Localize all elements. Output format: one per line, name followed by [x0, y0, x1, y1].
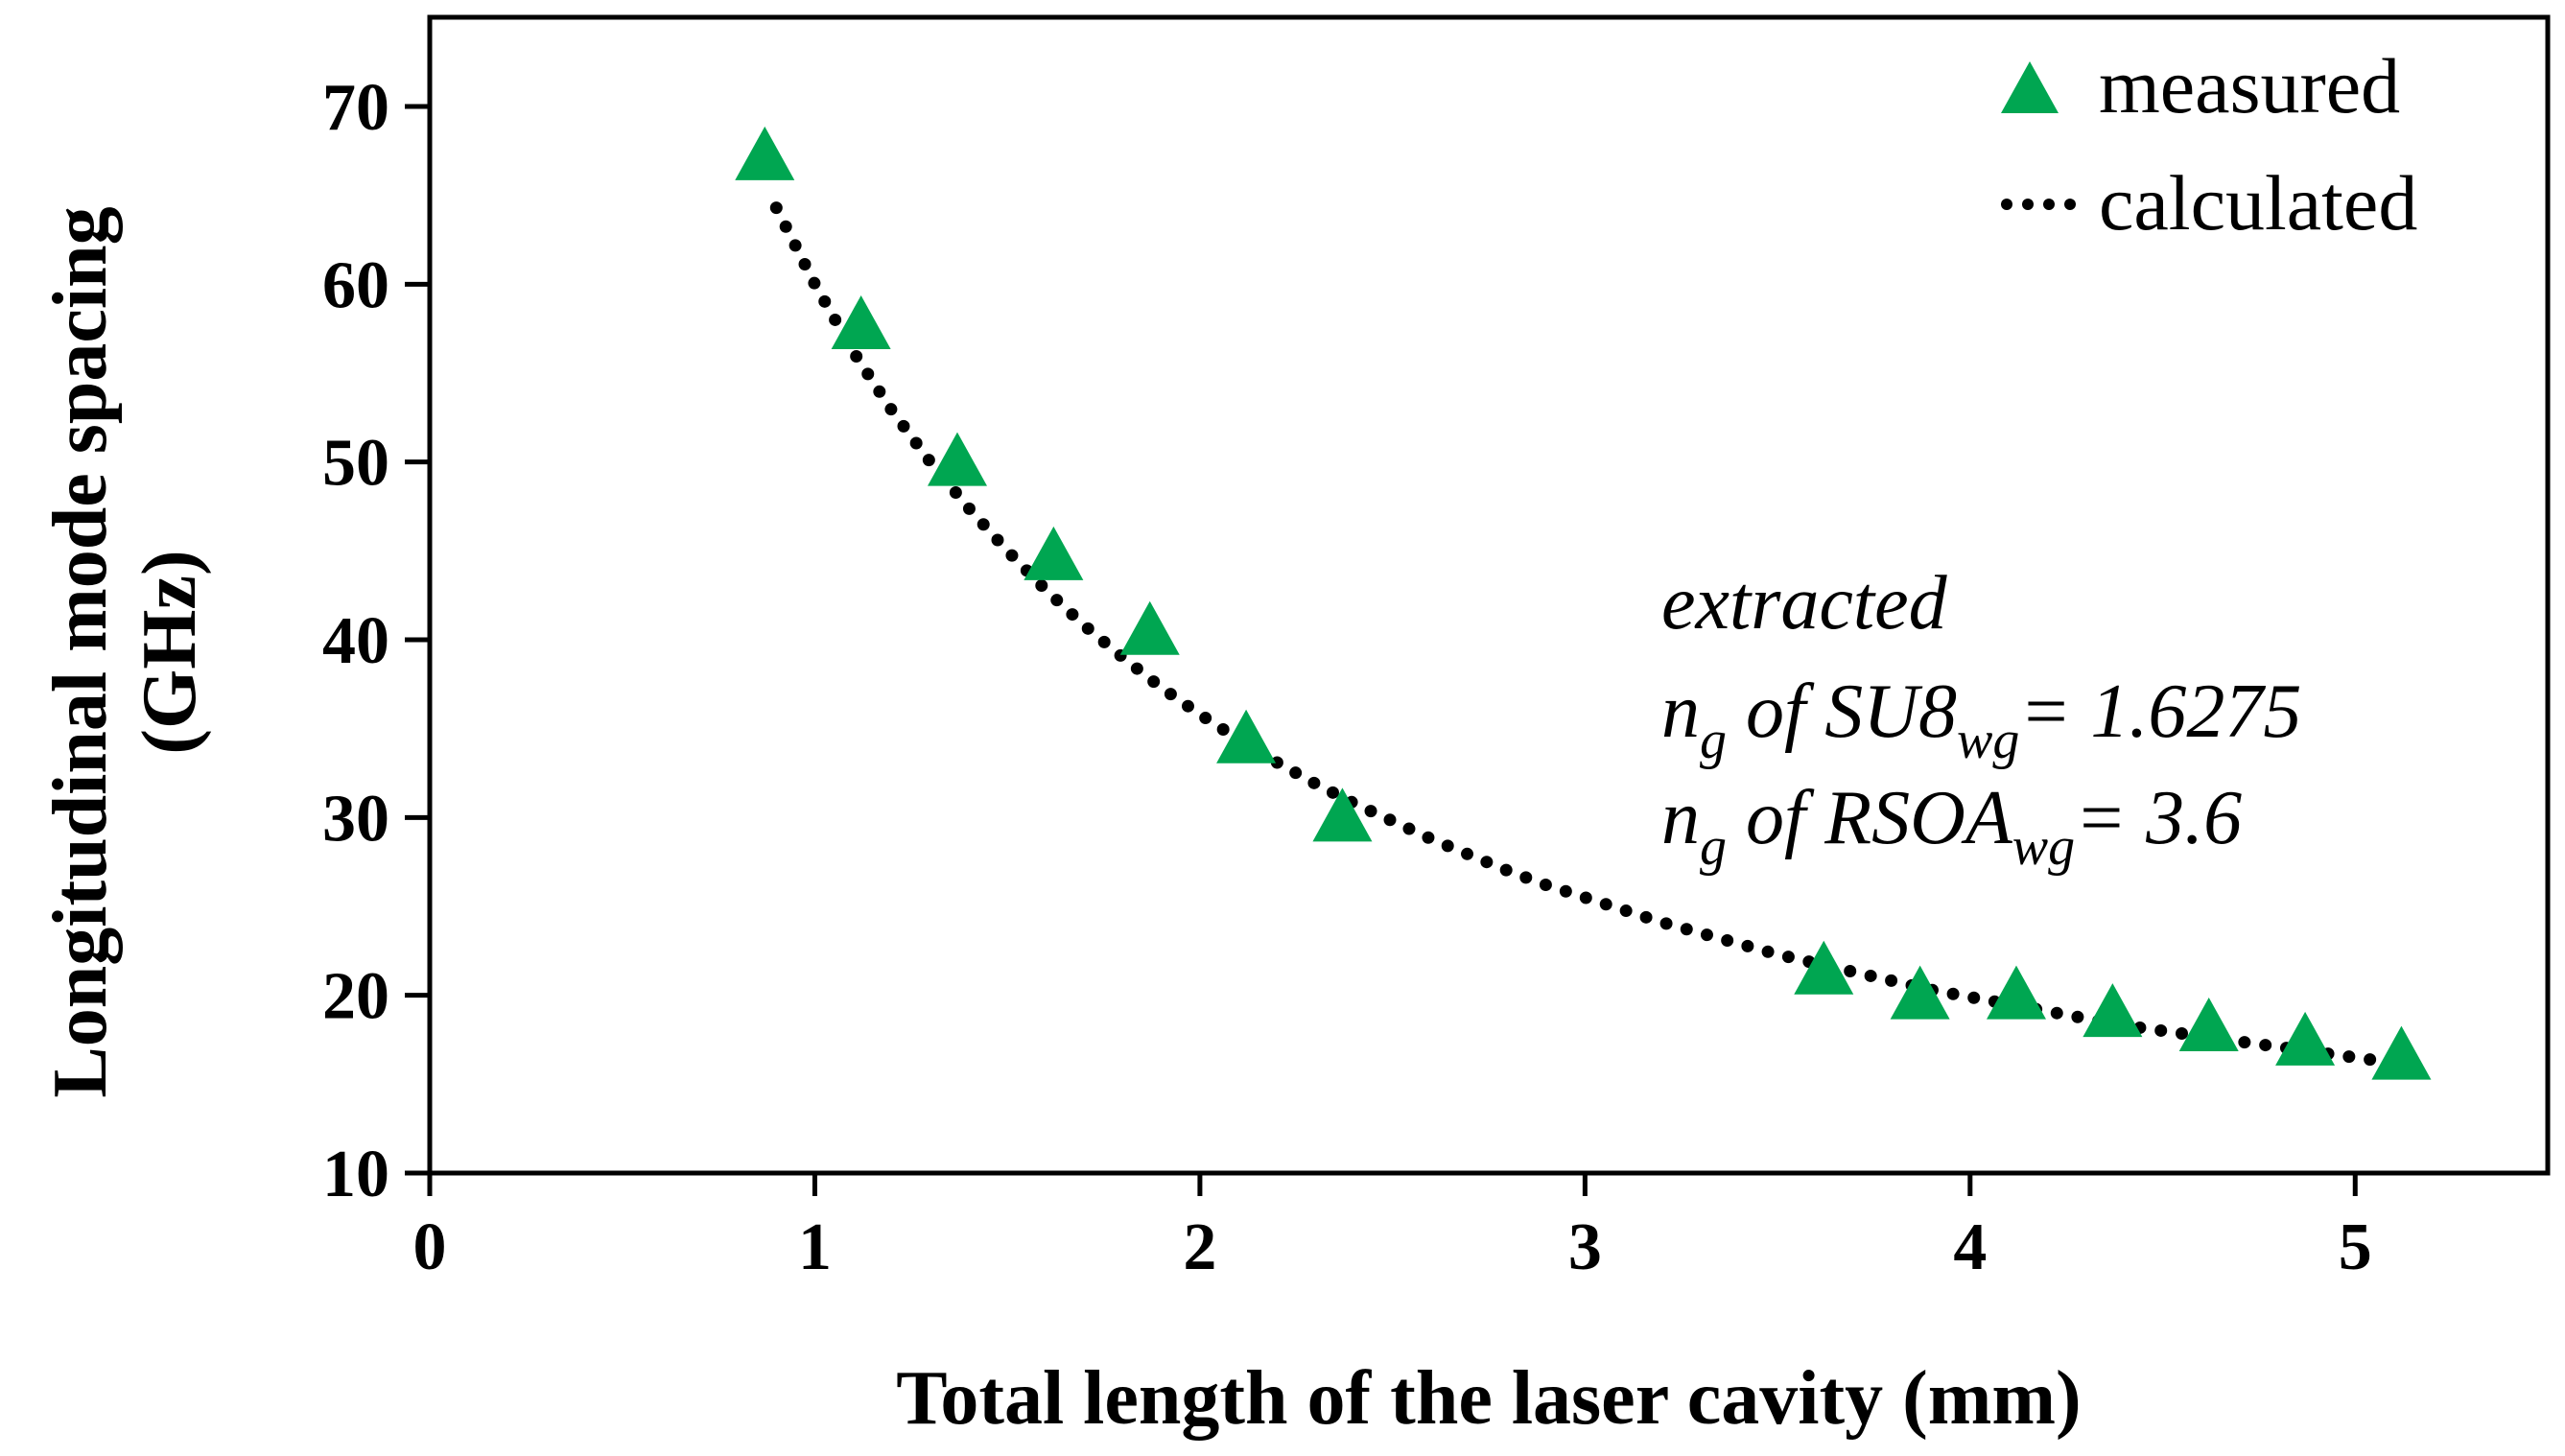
measured-point	[1986, 965, 2046, 1020]
measured-point	[2275, 1011, 2336, 1066]
measured-point	[2371, 1025, 2432, 1080]
y-axis-title-line-1: Longitudinal mode spacing	[38, 206, 123, 1097]
y-axis-title-line-2: (GHz)	[128, 550, 212, 754]
y-tick-label: 60	[322, 248, 389, 322]
annotation-line-2: ng of SU8wg= 1.6275	[1661, 669, 2301, 770]
calculated-series	[769, 201, 2419, 1071]
rsoa-value: = 3.6	[2075, 776, 2242, 860]
x-tick-label: 1	[798, 1210, 832, 1284]
x-axis-ticks: 0 1 2 3 4 5	[413, 1173, 2372, 1284]
y-tick-label: 70	[322, 71, 389, 145]
measured-point	[1024, 526, 1084, 580]
y-tick-label: 50	[322, 427, 389, 501]
su8-subscript: wg	[1957, 711, 2019, 770]
legend-measured-marker	[2001, 61, 2059, 113]
legend-calculated-marker	[2001, 199, 2076, 210]
ng-subscript: g	[1700, 817, 1727, 877]
measured-series	[735, 126, 2432, 1080]
x-tick-label: 5	[2339, 1210, 2372, 1284]
extracted-annotation: extracted ng of SU8wg= 1.6275 ng of RSOA…	[1661, 561, 2301, 877]
x-tick-label: 0	[413, 1210, 447, 1284]
x-tick-label: 4	[1953, 1210, 1987, 1284]
x-tick-label: 2	[1183, 1210, 1216, 1284]
y-axis-ticks: 10 20 30 40 50 60 70	[322, 71, 430, 1211]
ng-symbol: n	[1661, 776, 1700, 860]
legend: measured calculated	[2001, 42, 2417, 247]
ng-symbol: n	[1661, 669, 1700, 754]
y-tick-label: 10	[322, 1138, 389, 1211]
measured-point	[2083, 983, 2143, 1038]
measured-point	[927, 432, 987, 486]
ng-subscript: g	[1700, 711, 1727, 770]
measured-point	[2178, 998, 2239, 1052]
measured-point	[1216, 709, 1277, 763]
x-tick-label: 3	[1568, 1210, 1602, 1284]
rsoa-subscript: wg	[2012, 817, 2075, 877]
annotation-line-3: ng of RSOAwg= 3.6	[1661, 776, 2242, 877]
measured-point	[1890, 965, 1950, 1020]
x-axis-title: Total length of the laser cavity (mm)	[896, 1356, 2081, 1441]
measured-point	[1794, 940, 1854, 995]
y-tick-label: 40	[322, 604, 389, 678]
measured-point	[735, 126, 795, 180]
su8-label: of SU8	[1727, 669, 1957, 754]
rsoa-label: of RSOA	[1727, 776, 2013, 860]
measured-point	[831, 294, 891, 349]
plot-frame	[427, 14, 2551, 1176]
su8-value: = 1.6275	[2019, 669, 2301, 754]
measured-point	[1119, 600, 1180, 655]
annotation-line-1: extracted	[1661, 561, 1948, 646]
measured-point	[1312, 787, 1373, 842]
legend-measured-label: measured	[2099, 42, 2400, 129]
y-axis-title: Longitudinal mode spacing (GHz)	[38, 206, 212, 1097]
legend-calculated-label: calculated	[2099, 159, 2417, 247]
calculated-curve	[769, 201, 2419, 1071]
y-tick-label: 30	[322, 782, 389, 856]
y-tick-label: 20	[322, 960, 389, 1034]
